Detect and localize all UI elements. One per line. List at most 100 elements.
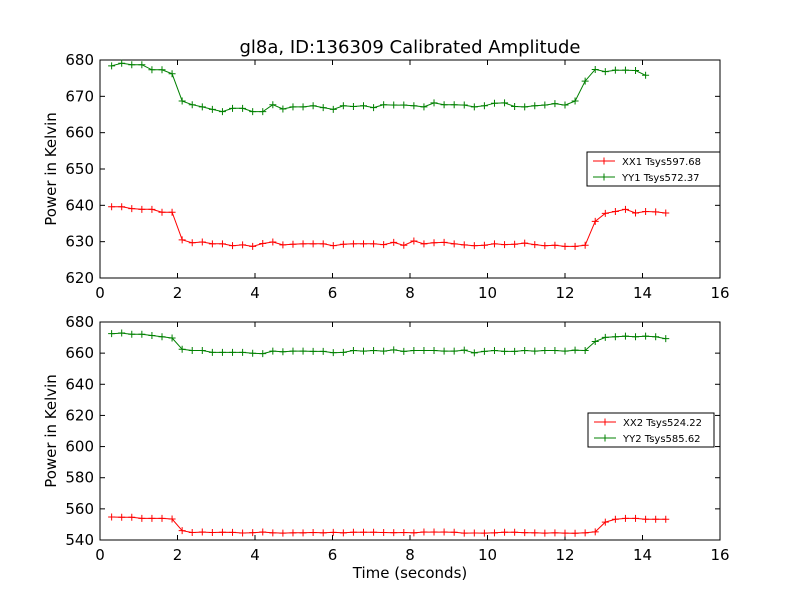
data-point — [319, 347, 327, 355]
data-point — [470, 242, 478, 250]
y-tick-label: 670 — [65, 87, 94, 105]
data-point — [531, 241, 539, 249]
data-point — [339, 102, 347, 110]
data-point — [329, 349, 337, 357]
data-point — [460, 241, 468, 249]
data-point — [541, 346, 549, 354]
data-point — [380, 529, 388, 537]
data-point — [561, 242, 569, 250]
data-point — [188, 529, 196, 537]
data-point — [611, 515, 619, 523]
x-tick-label: 8 — [405, 284, 415, 302]
data-point — [501, 241, 509, 249]
data-point — [611, 66, 619, 74]
data-point — [591, 65, 599, 73]
data-point — [521, 346, 529, 354]
data-point — [279, 529, 287, 537]
data-point — [299, 103, 307, 111]
y-tick-label: 630 — [65, 233, 94, 251]
data-point — [178, 527, 186, 535]
data-point — [611, 333, 619, 341]
data-point — [329, 528, 337, 536]
data-point — [410, 102, 418, 110]
data-point — [571, 529, 579, 537]
data-point — [259, 108, 267, 116]
x-tick-label: 12 — [555, 546, 574, 564]
y-tick-label: 620 — [65, 269, 94, 287]
data-point — [360, 347, 367, 355]
data-point — [531, 347, 539, 355]
data-point — [501, 99, 509, 107]
data-point — [218, 348, 226, 356]
data-point — [400, 241, 408, 249]
data-point — [621, 332, 629, 340]
data-point — [440, 101, 448, 109]
data-point — [158, 514, 166, 522]
data-point — [642, 71, 650, 79]
x-tick-label: 2 — [173, 546, 183, 564]
data-point — [188, 101, 196, 109]
data-point — [480, 347, 488, 355]
data-point — [208, 105, 216, 113]
data-point — [400, 529, 408, 537]
data-point — [158, 208, 166, 216]
data-point — [218, 240, 226, 248]
data-point — [249, 529, 257, 537]
data-point — [390, 238, 398, 246]
x-tick-label: 4 — [250, 546, 260, 564]
data-point — [460, 346, 468, 354]
data-point — [128, 61, 136, 69]
data-point — [229, 528, 237, 536]
data-point — [511, 103, 519, 111]
data-point — [239, 241, 247, 249]
data-point — [400, 101, 408, 109]
data-point — [168, 70, 176, 78]
data-point — [118, 513, 126, 521]
data-point — [561, 347, 569, 355]
x-tick-label: 10 — [478, 284, 497, 302]
data-point — [621, 205, 629, 213]
data-point — [148, 66, 156, 74]
data-point — [309, 240, 317, 248]
data-point — [229, 104, 237, 112]
bottom-panel: 0 2 4 6 8 10 12 14 16 540 560 580 600 620 640 660 680 Pow… — [42, 313, 730, 564]
y-tick-label: 680 — [65, 313, 94, 331]
data-point — [229, 348, 237, 356]
data-point — [249, 349, 257, 357]
data-point — [571, 346, 579, 354]
data-point — [662, 515, 670, 523]
data-point — [642, 332, 650, 340]
data-point — [178, 345, 186, 353]
data-point — [440, 347, 448, 355]
data-point — [128, 330, 136, 338]
data-point — [349, 528, 357, 536]
data-point — [561, 101, 569, 109]
data-point — [460, 101, 468, 109]
data-point — [470, 349, 478, 357]
y-tick-label: 640 — [65, 375, 94, 393]
x-tick-label: 14 — [633, 546, 652, 564]
data-point — [360, 102, 367, 110]
data-point — [470, 103, 478, 111]
data-point — [299, 529, 307, 537]
data-point — [138, 61, 146, 69]
data-point — [601, 68, 609, 76]
data-point — [561, 529, 569, 537]
chart-title: gl8a, ID:136309 Calibrated Amplitude — [240, 37, 581, 58]
data-point — [279, 105, 287, 113]
data-point — [501, 347, 509, 355]
data-point — [269, 101, 277, 109]
data-point — [581, 346, 589, 354]
data-point — [178, 97, 186, 105]
data-point — [218, 108, 226, 116]
data-point — [309, 102, 317, 110]
data-point — [148, 332, 156, 340]
data-point — [349, 240, 357, 248]
data-point — [551, 241, 559, 249]
legend-marker — [601, 418, 609, 426]
data-point — [420, 103, 428, 111]
data-point — [450, 528, 458, 536]
data-point — [490, 346, 498, 354]
data-point — [118, 203, 126, 211]
